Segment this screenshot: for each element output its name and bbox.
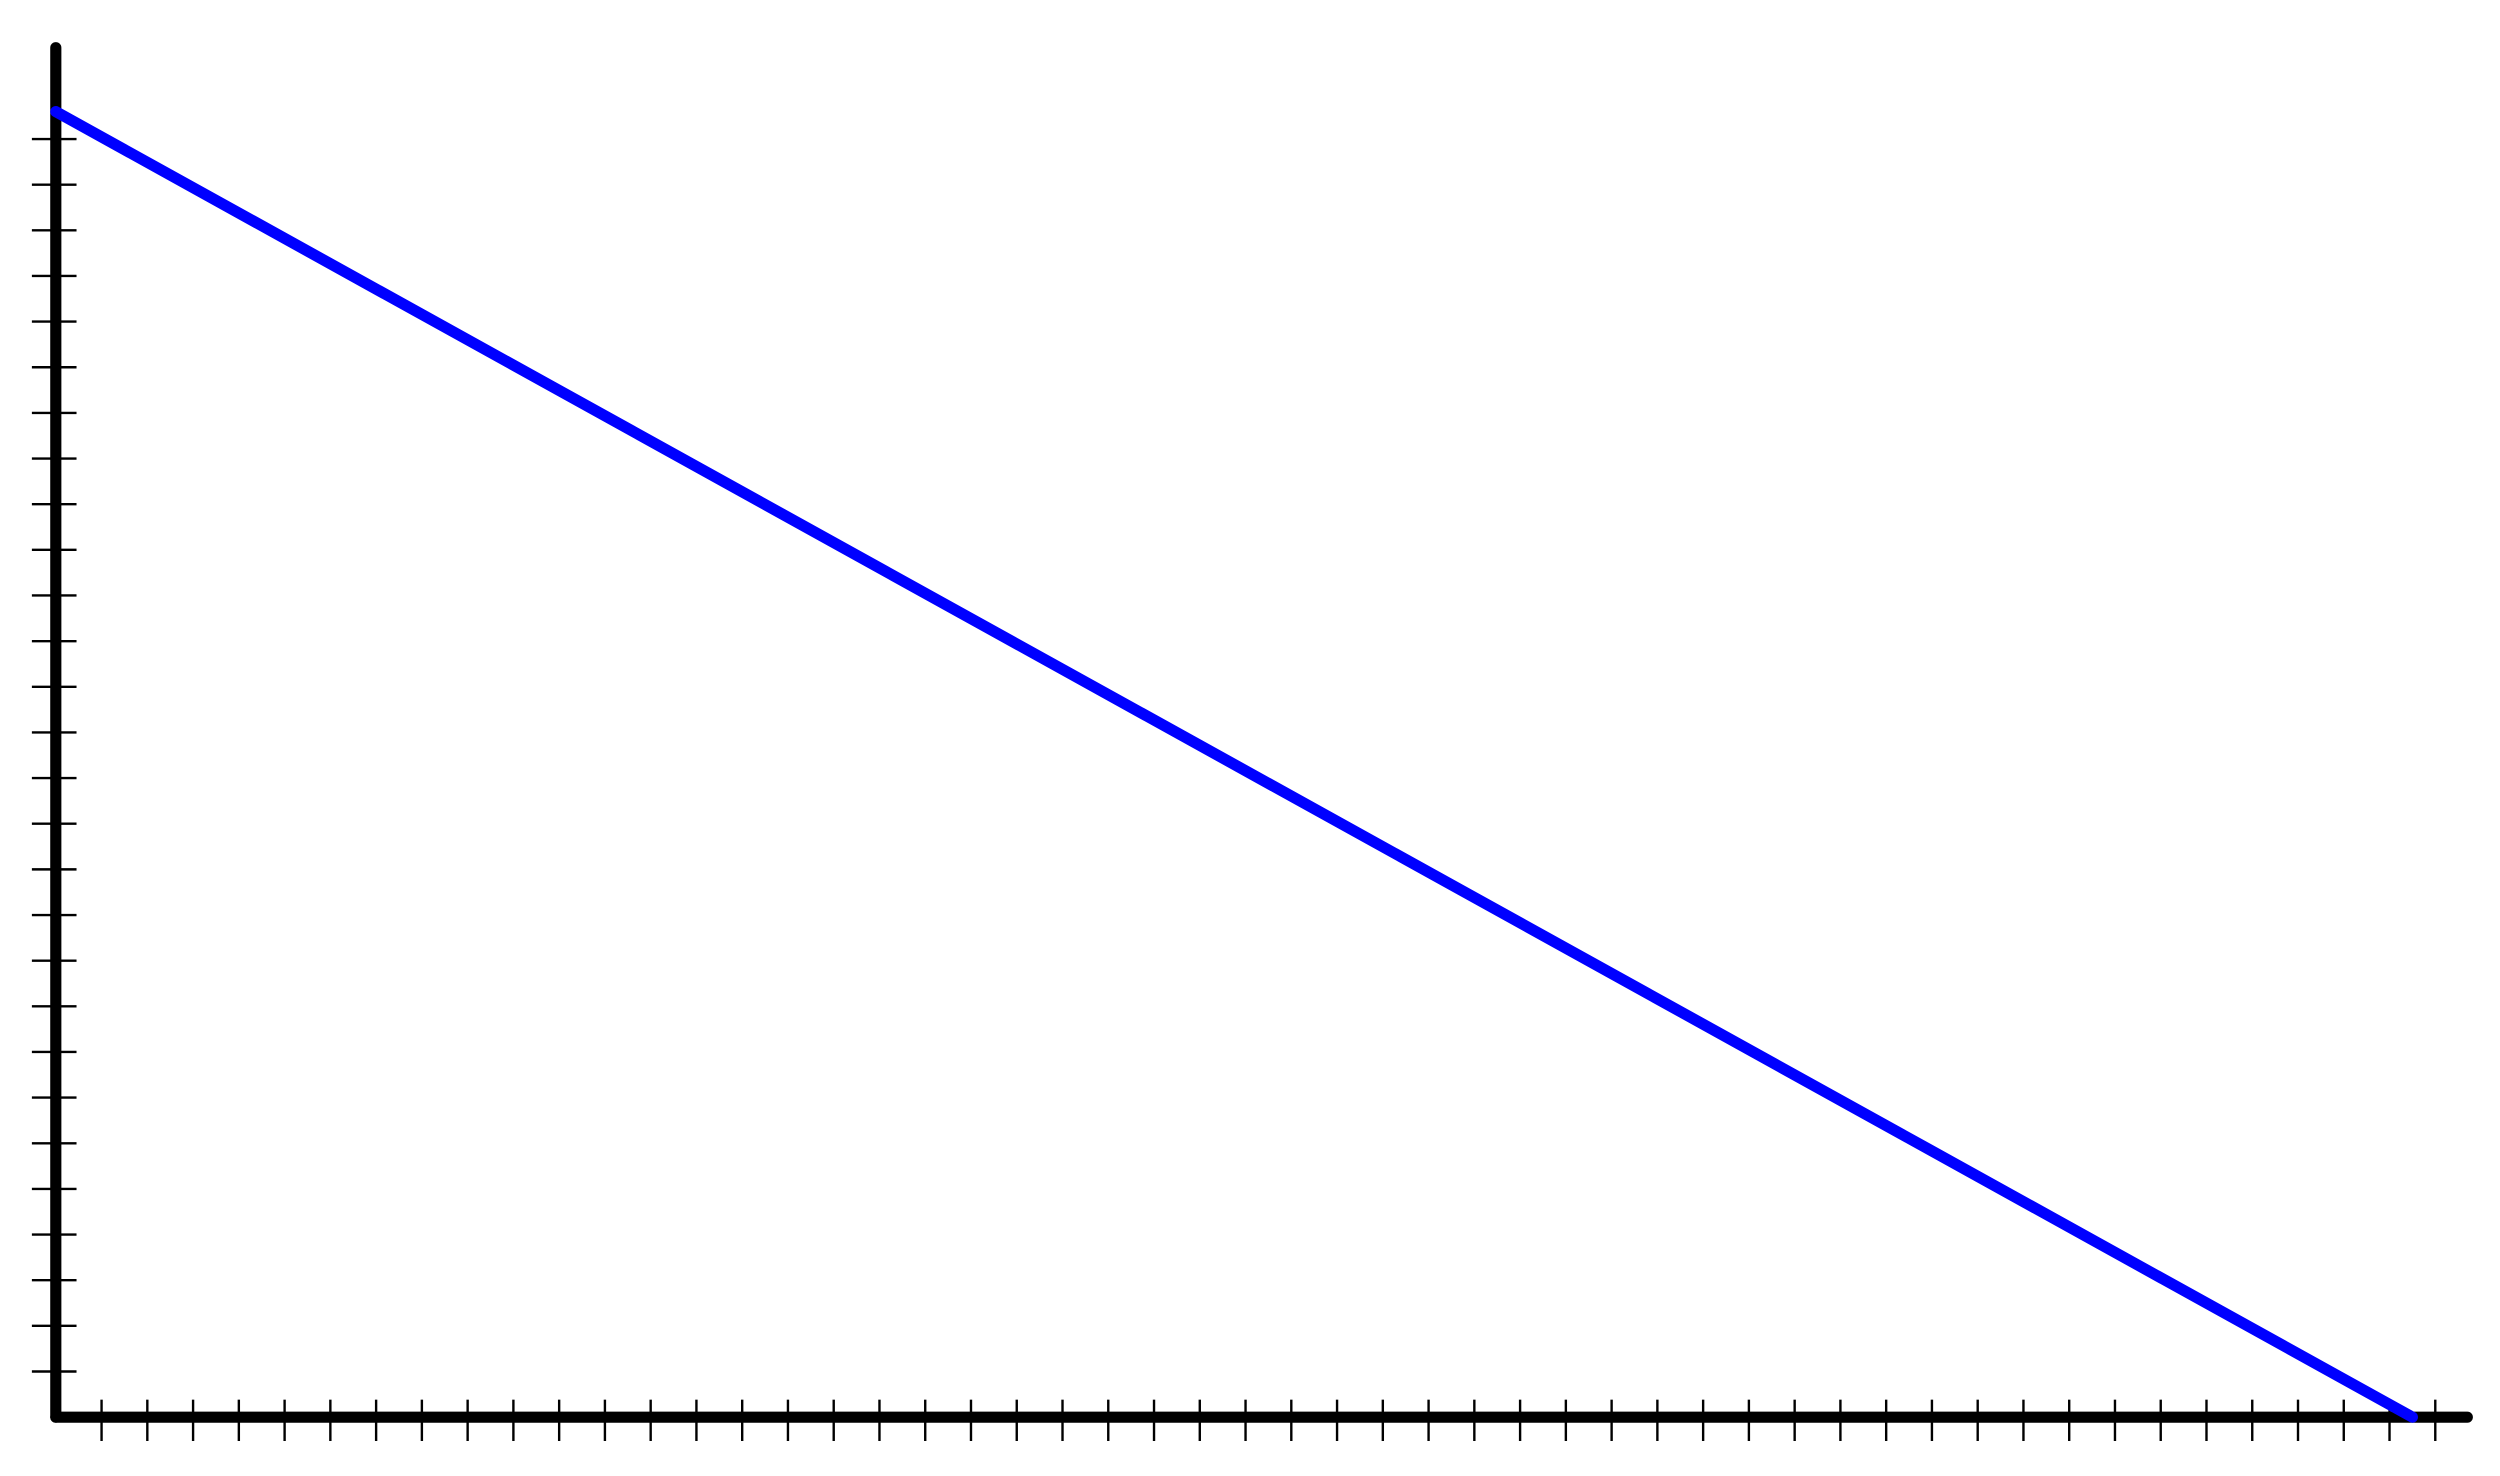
data-line (50, 106, 2418, 1423)
